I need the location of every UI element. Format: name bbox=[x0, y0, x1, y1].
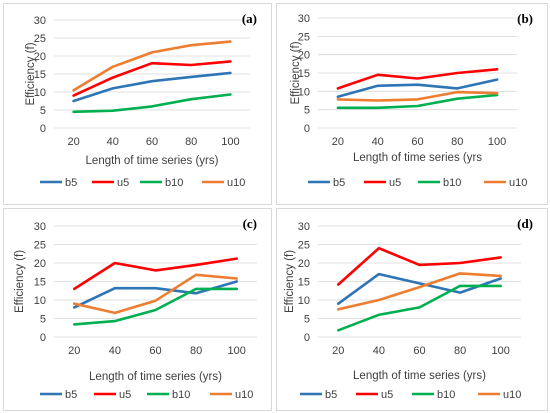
x-tick-label: 60 bbox=[149, 345, 161, 357]
y-tick-label: 0 bbox=[40, 123, 46, 135]
x-axis-title: Length of time series (yrs bbox=[353, 152, 482, 164]
y-tick-label: 5 bbox=[40, 314, 46, 326]
x-tick-label: 40 bbox=[372, 136, 384, 148]
panel-label: (a) bbox=[242, 11, 257, 26]
y-tick-label: 5 bbox=[40, 105, 46, 117]
x-tick-label: 100 bbox=[492, 345, 510, 357]
panel-border bbox=[276, 3, 548, 205]
y-tick-label: 15 bbox=[298, 68, 310, 80]
legend-label-b5: b5 bbox=[65, 389, 77, 401]
x-tick-label: 100 bbox=[488, 136, 506, 148]
y-axis-title: Efficiency (f) bbox=[290, 41, 302, 104]
x-tick-label: 100 bbox=[228, 345, 246, 357]
legend-label-b10: b10 bbox=[172, 389, 190, 401]
chart-panel-c: 0 5 10 15 20 25 30 20 40 60 80 100 Length of time se… bbox=[3, 208, 272, 411]
x-tick-label: 40 bbox=[107, 136, 119, 148]
y-tick-label: 0 bbox=[304, 123, 310, 135]
legend-label-u5: u5 bbox=[389, 177, 401, 189]
y-tick-label: 25 bbox=[34, 33, 46, 45]
panel-label: (d) bbox=[517, 216, 533, 231]
legend-label-u10: u10 bbox=[235, 389, 253, 401]
y-tick-label: 25 bbox=[298, 31, 310, 43]
series-line-b5 bbox=[336, 272, 503, 306]
x-axis-title: Length of time series (yrs) bbox=[353, 370, 486, 382]
y-tick-label: 20 bbox=[34, 51, 46, 63]
series-line-b10 bbox=[73, 287, 238, 326]
legend-label-u10: u10 bbox=[509, 177, 527, 189]
x-tick-label: 20 bbox=[68, 345, 80, 357]
y-tick-label: 30 bbox=[34, 15, 46, 27]
x-tick-label: 20 bbox=[67, 136, 79, 148]
panel-label: (b) bbox=[517, 11, 533, 26]
y-tick-label: 10 bbox=[34, 87, 46, 99]
y-tick-label: 0 bbox=[40, 332, 46, 344]
y-tick-label: 30 bbox=[298, 13, 310, 25]
series-line-u10 bbox=[73, 273, 238, 315]
y-tick-label: 25 bbox=[298, 240, 310, 252]
y-tick-label: 15 bbox=[34, 277, 46, 289]
x-tick-label: 80 bbox=[185, 136, 197, 148]
legend-label-b10: b10 bbox=[437, 389, 455, 401]
series-line-u5 bbox=[336, 68, 499, 90]
series-line-u10 bbox=[336, 90, 499, 102]
x-tick-label: 40 bbox=[373, 345, 385, 357]
y-tick-label: 25 bbox=[34, 240, 46, 252]
chart-panel-d: 0 5 10 15 20 25 30 20 40 60 80 100 Length of time se… bbox=[276, 208, 548, 411]
y-axis-title: Efficiency (f) bbox=[284, 250, 296, 313]
legend-label-b10: b10 bbox=[443, 177, 461, 189]
x-tick-label: 60 bbox=[413, 345, 425, 357]
legend-label-u5: u5 bbox=[381, 389, 393, 401]
x-tick-label: 80 bbox=[190, 345, 202, 357]
legend-label-u5: u5 bbox=[117, 177, 129, 189]
legend-label-u5: u5 bbox=[119, 389, 131, 401]
y-tick-label: 5 bbox=[304, 105, 310, 117]
legend-label-u10: u10 bbox=[503, 389, 521, 401]
series-line-u5 bbox=[72, 60, 232, 97]
series-line-u5 bbox=[73, 257, 238, 291]
panel-border bbox=[3, 208, 272, 411]
y-axis-title: Efficiency (f) bbox=[25, 42, 37, 105]
series-line-b5 bbox=[72, 71, 232, 103]
x-tick-label: 60 bbox=[146, 136, 158, 148]
y-tick-label: 20 bbox=[34, 258, 46, 270]
y-tick-label: 10 bbox=[34, 295, 46, 307]
x-tick-label: 100 bbox=[221, 136, 239, 148]
series-line-b5 bbox=[336, 78, 499, 99]
legend-label-b5: b5 bbox=[65, 177, 77, 189]
legend-label-u10: u10 bbox=[227, 177, 245, 189]
x-tick-label: 20 bbox=[332, 345, 344, 357]
y-tick-label: 10 bbox=[298, 86, 310, 98]
legend-label-b10: b10 bbox=[165, 177, 183, 189]
series-line-u10 bbox=[72, 40, 232, 92]
y-tick-label: 15 bbox=[298, 277, 310, 289]
y-tick-label: 30 bbox=[298, 221, 310, 233]
y-tick-label: 20 bbox=[298, 258, 310, 270]
y-tick-label: 20 bbox=[298, 50, 310, 62]
series-line-u10 bbox=[336, 272, 503, 311]
y-tick-label: 10 bbox=[298, 295, 310, 307]
legend-label-b5: b5 bbox=[333, 177, 345, 189]
series-line-b10 bbox=[336, 93, 499, 110]
y-tick-label: 15 bbox=[34, 69, 46, 81]
x-tick-label: 40 bbox=[109, 345, 121, 357]
y-tick-label: 30 bbox=[34, 221, 46, 233]
x-tick-label: 60 bbox=[411, 136, 423, 148]
y-axis-title: Efficiency (f) bbox=[14, 250, 26, 313]
x-axis-title: Length of time series (yrs) bbox=[89, 371, 222, 383]
x-tick-label: 80 bbox=[451, 136, 463, 148]
chart-panel-b: 0 5 10 15 20 25 30 20 40 60 80 100 Length of time se… bbox=[276, 3, 548, 205]
x-axis-title: Length of time series (yrs) bbox=[86, 155, 219, 167]
series-line-u5 bbox=[336, 246, 503, 286]
x-tick-label: 80 bbox=[454, 345, 466, 357]
series-line-b10 bbox=[72, 93, 232, 114]
panel-border bbox=[3, 3, 272, 205]
series-line-b10 bbox=[336, 284, 503, 332]
y-tick-label: 5 bbox=[304, 314, 310, 326]
y-tick-label: 0 bbox=[304, 332, 310, 344]
x-tick-label: 20 bbox=[332, 136, 344, 148]
legend-label-b5: b5 bbox=[325, 389, 337, 401]
panel-label: (c) bbox=[243, 216, 257, 231]
